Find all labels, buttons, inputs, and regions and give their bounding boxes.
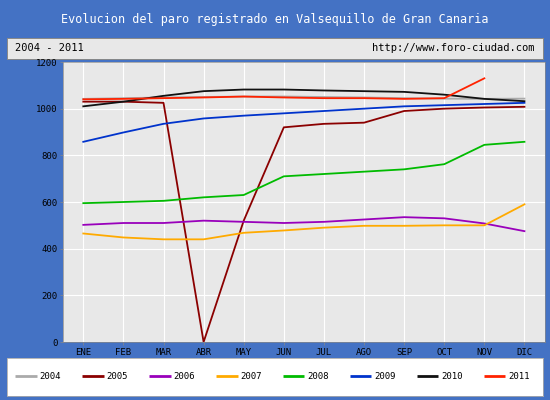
Text: 2006: 2006: [173, 372, 195, 381]
Text: 2010: 2010: [441, 372, 463, 381]
Text: 2004 - 2011: 2004 - 2011: [15, 43, 84, 53]
Text: 2004: 2004: [39, 372, 61, 381]
Text: 2007: 2007: [240, 372, 262, 381]
Text: 2008: 2008: [307, 372, 329, 381]
Text: http://www.foro-ciudad.com: http://www.foro-ciudad.com: [372, 43, 535, 53]
Text: Evolucion del paro registrado en Valsequillo de Gran Canaria: Evolucion del paro registrado en Valsequ…: [61, 12, 489, 26]
Text: 2011: 2011: [508, 372, 530, 381]
Text: 2005: 2005: [106, 372, 128, 381]
Text: 2009: 2009: [374, 372, 395, 381]
